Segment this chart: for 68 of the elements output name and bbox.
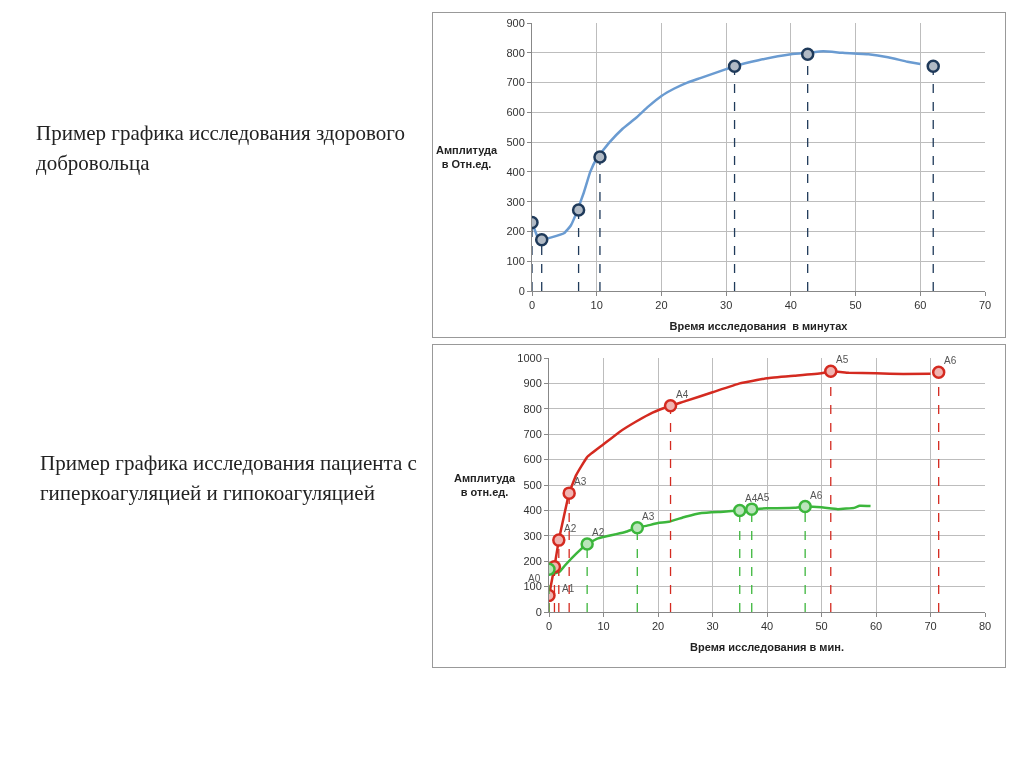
- x-tick-label: 40: [784, 299, 797, 312]
- y-tick-label: 0: [535, 605, 542, 618]
- y-axis-title: Амплитуда в Отн.ед.: [436, 144, 498, 171]
- y-tick-label: 400: [523, 504, 542, 517]
- y-tick-label: 0: [518, 284, 525, 297]
- y-tick-label: 900: [523, 377, 542, 390]
- x-tick-label: 50: [849, 299, 862, 312]
- y-tick-label: 600: [506, 106, 525, 119]
- point: [926, 59, 940, 73]
- point: [552, 533, 566, 547]
- y-tick-label: 800: [523, 402, 542, 415]
- point: [534, 233, 549, 247]
- text: Пример графика исследования пациента с гиперкоагуляцией и гипокоагуляцией: [40, 450, 418, 507]
- y-tick-label: 400: [506, 165, 525, 178]
- annotation: A4: [745, 493, 758, 504]
- text: Пример графика исследования здорового добровольца: [36, 120, 406, 177]
- y-tick-label: 200: [506, 225, 525, 238]
- x-tick-label: 20: [655, 299, 668, 312]
- point: [571, 203, 586, 217]
- point: [744, 502, 759, 516]
- point: [798, 499, 812, 514]
- annotation: A4: [676, 389, 689, 400]
- y-tick-label: 800: [506, 46, 525, 59]
- annotation: A6: [810, 490, 823, 501]
- x-tick-label: 30: [720, 299, 733, 312]
- y-tick-label: 300: [523, 529, 542, 542]
- point: [931, 365, 946, 379]
- x-tick-label: 70: [978, 299, 992, 312]
- x-tick-label: 30: [706, 620, 719, 633]
- annotation: A2: [592, 527, 605, 538]
- point: [663, 399, 678, 413]
- annotation: A2: [564, 523, 577, 534]
- point: [733, 503, 747, 518]
- point: [562, 486, 576, 500]
- x-tick-label: 60: [869, 620, 883, 633]
- y-tick-label: 700: [506, 76, 525, 89]
- x-tick-label: 60: [914, 299, 927, 312]
- annotation: A3: [574, 476, 587, 487]
- x-tick-label: 0: [545, 620, 553, 633]
- y-tick-label: 900: [506, 16, 525, 29]
- annotation: A6: [944, 355, 957, 366]
- y-tick-label: 500: [506, 135, 525, 148]
- x-tick-label: 40: [760, 620, 774, 633]
- x-tick-label: 50: [815, 620, 828, 633]
- point: [727, 59, 742, 73]
- annotation: A5: [836, 354, 849, 365]
- annotation: A5: [757, 492, 770, 503]
- point: [824, 364, 838, 378]
- x-axis-title: Время исследования в мин.: [690, 641, 844, 654]
- x-tick-label: 80: [978, 620, 992, 633]
- y-tick-label: 200: [523, 555, 542, 568]
- y-tick-label: 1000: [517, 351, 542, 364]
- y-axis-title: Амплитуда в отн.ед.: [454, 472, 516, 499]
- annotation: A3: [642, 511, 655, 522]
- y-tick-label: 700: [523, 428, 542, 441]
- point: [630, 520, 645, 535]
- x-tick-label: 20: [651, 620, 665, 633]
- y-tick-label: 100: [506, 255, 525, 268]
- x-tick-label: 10: [590, 299, 603, 312]
- point: [800, 47, 815, 62]
- y-tick-label: 600: [523, 453, 542, 466]
- x-tick-label: 70: [924, 620, 937, 633]
- y-tick-label: 300: [506, 195, 525, 208]
- x-axis-title: Время исследования в минутах: [669, 320, 849, 333]
- point: [593, 150, 607, 164]
- x-tick-label: 10: [597, 620, 610, 633]
- y-tick-label: 500: [523, 478, 542, 491]
- point: [580, 537, 594, 551]
